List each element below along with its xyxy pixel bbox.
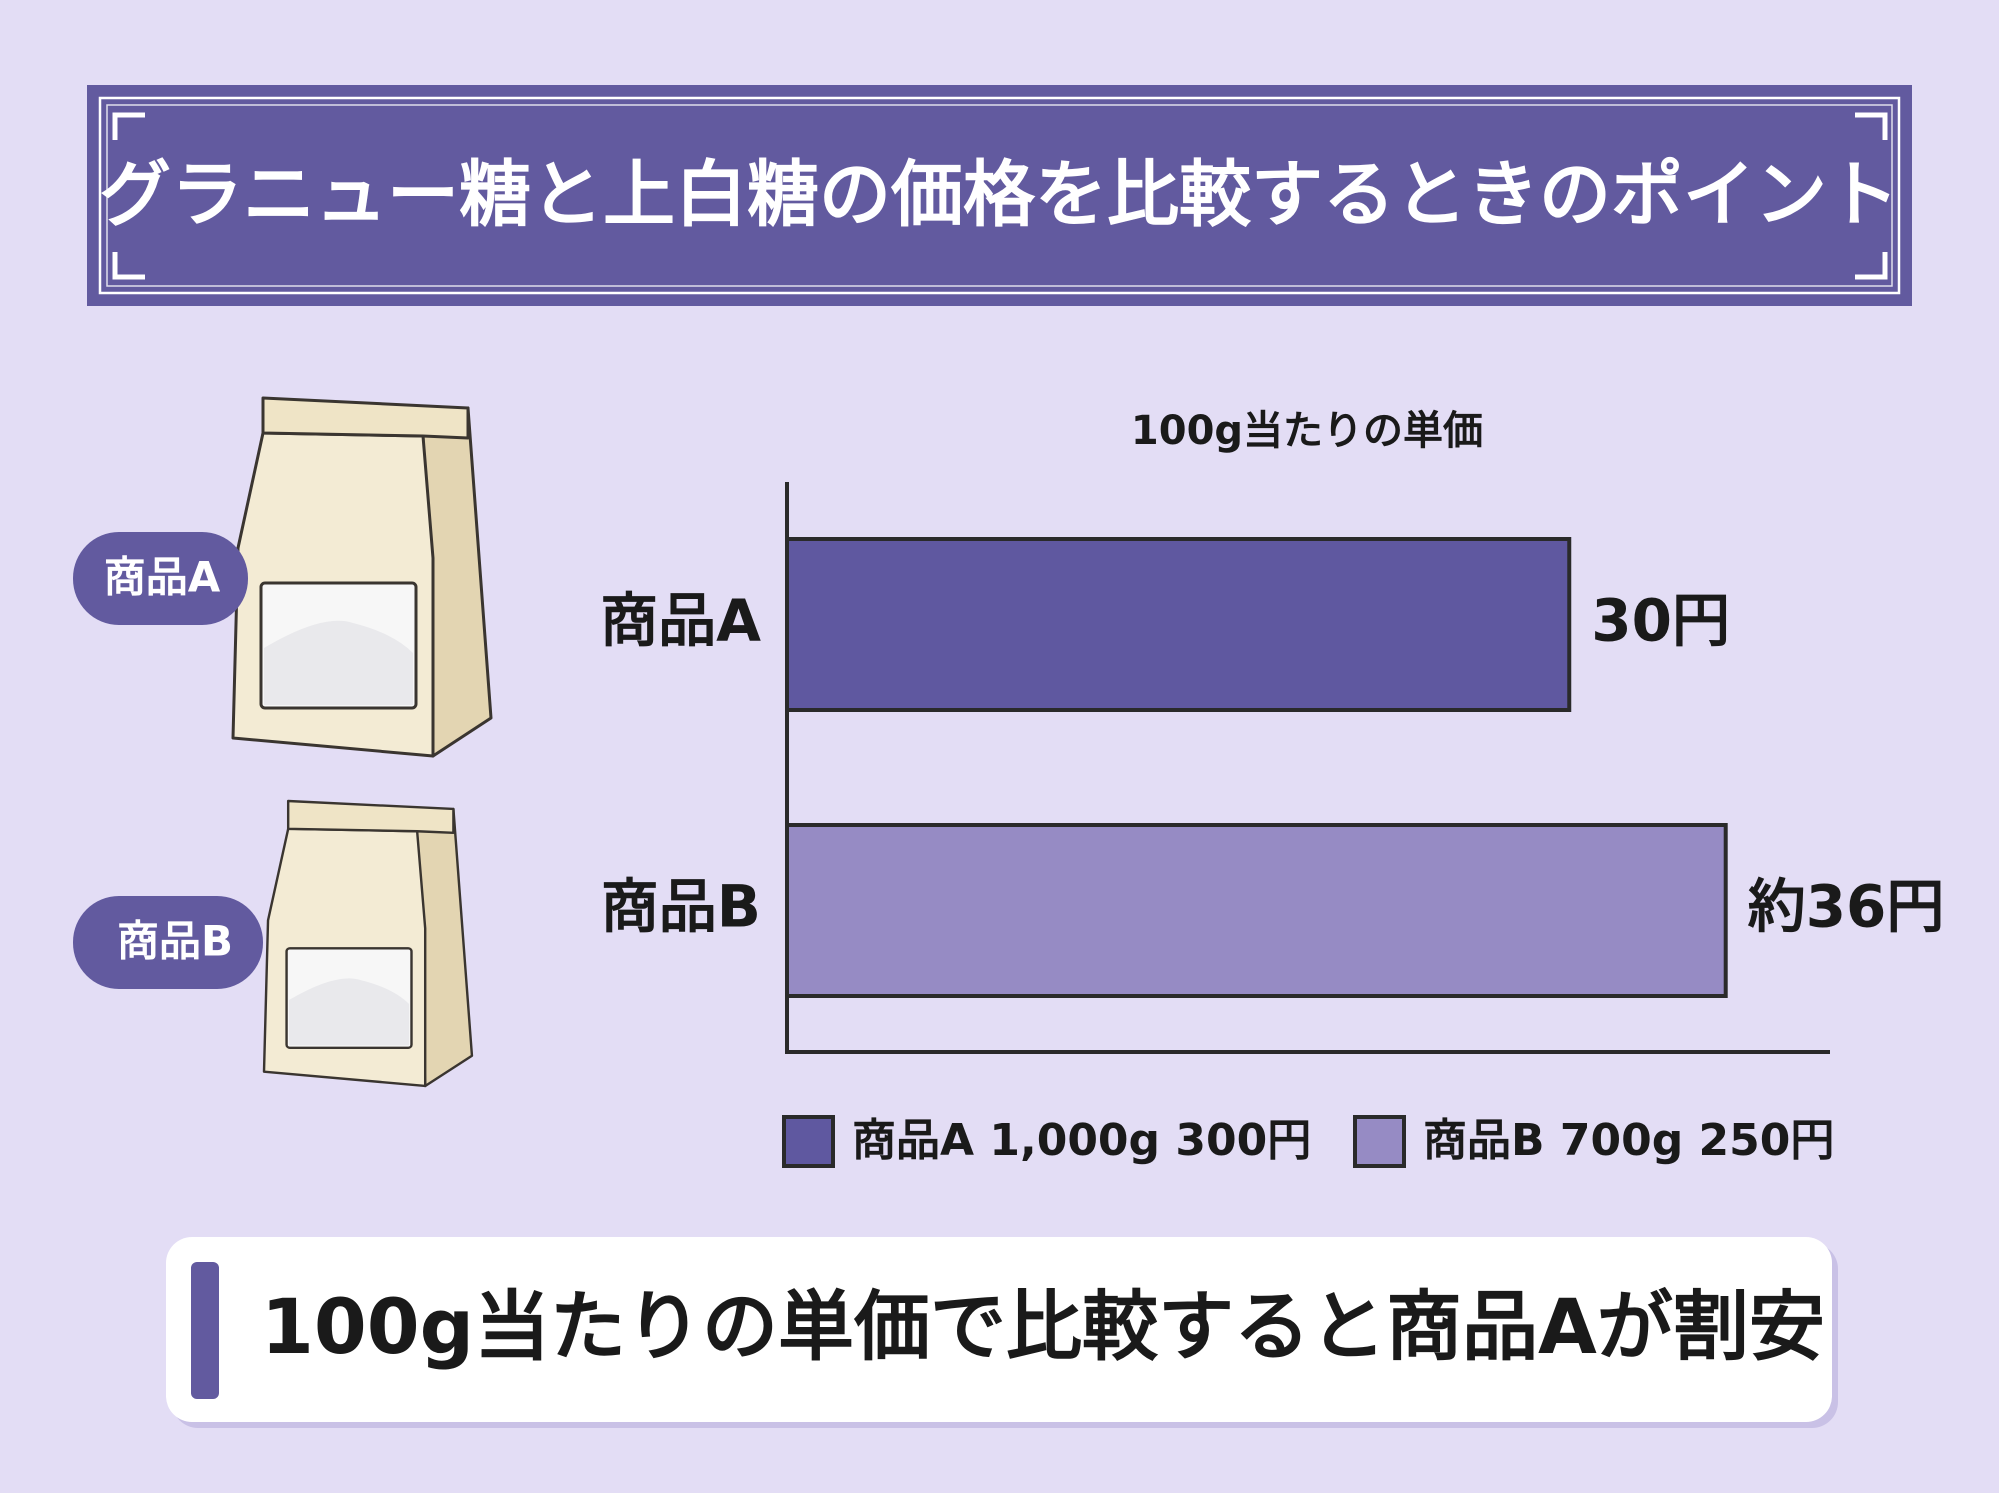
title: グラニュー糖と上白糖の価格を比較するときのポイント xyxy=(99,153,1899,237)
footer-box: 100g当たりの単価で比較すると商品Aが割安 xyxy=(166,1237,1838,1428)
label-pill xyxy=(73,532,248,625)
bag-illustration xyxy=(231,396,493,758)
value-label: 30円 xyxy=(1591,587,1730,655)
product-label: 商品A xyxy=(104,553,221,602)
product-label: 商品B xyxy=(117,917,233,966)
bag-illustration xyxy=(262,799,474,1088)
title-box: グラニュー糖と上白糖の価格を比較するときのポイント xyxy=(87,85,1912,306)
bar xyxy=(785,537,1572,712)
legend-label: 商品B 700g 250円 xyxy=(1423,1115,1834,1166)
chart-title: 100g当たりの単価 xyxy=(1131,408,1483,454)
bar xyxy=(785,823,1728,998)
category-label: 商品A xyxy=(600,587,761,655)
footer-text: 100g当たりの単価で比較すると商品Aが割安 xyxy=(261,1282,1825,1371)
legend-swatch xyxy=(782,1115,835,1168)
label-pill xyxy=(73,896,263,989)
value-label: 約36円 xyxy=(1748,873,1945,941)
legend-label: 商品A 1,000g 300円 xyxy=(852,1115,1311,1166)
category-label: 商品B xyxy=(601,873,761,941)
legend-swatch xyxy=(1353,1115,1406,1168)
